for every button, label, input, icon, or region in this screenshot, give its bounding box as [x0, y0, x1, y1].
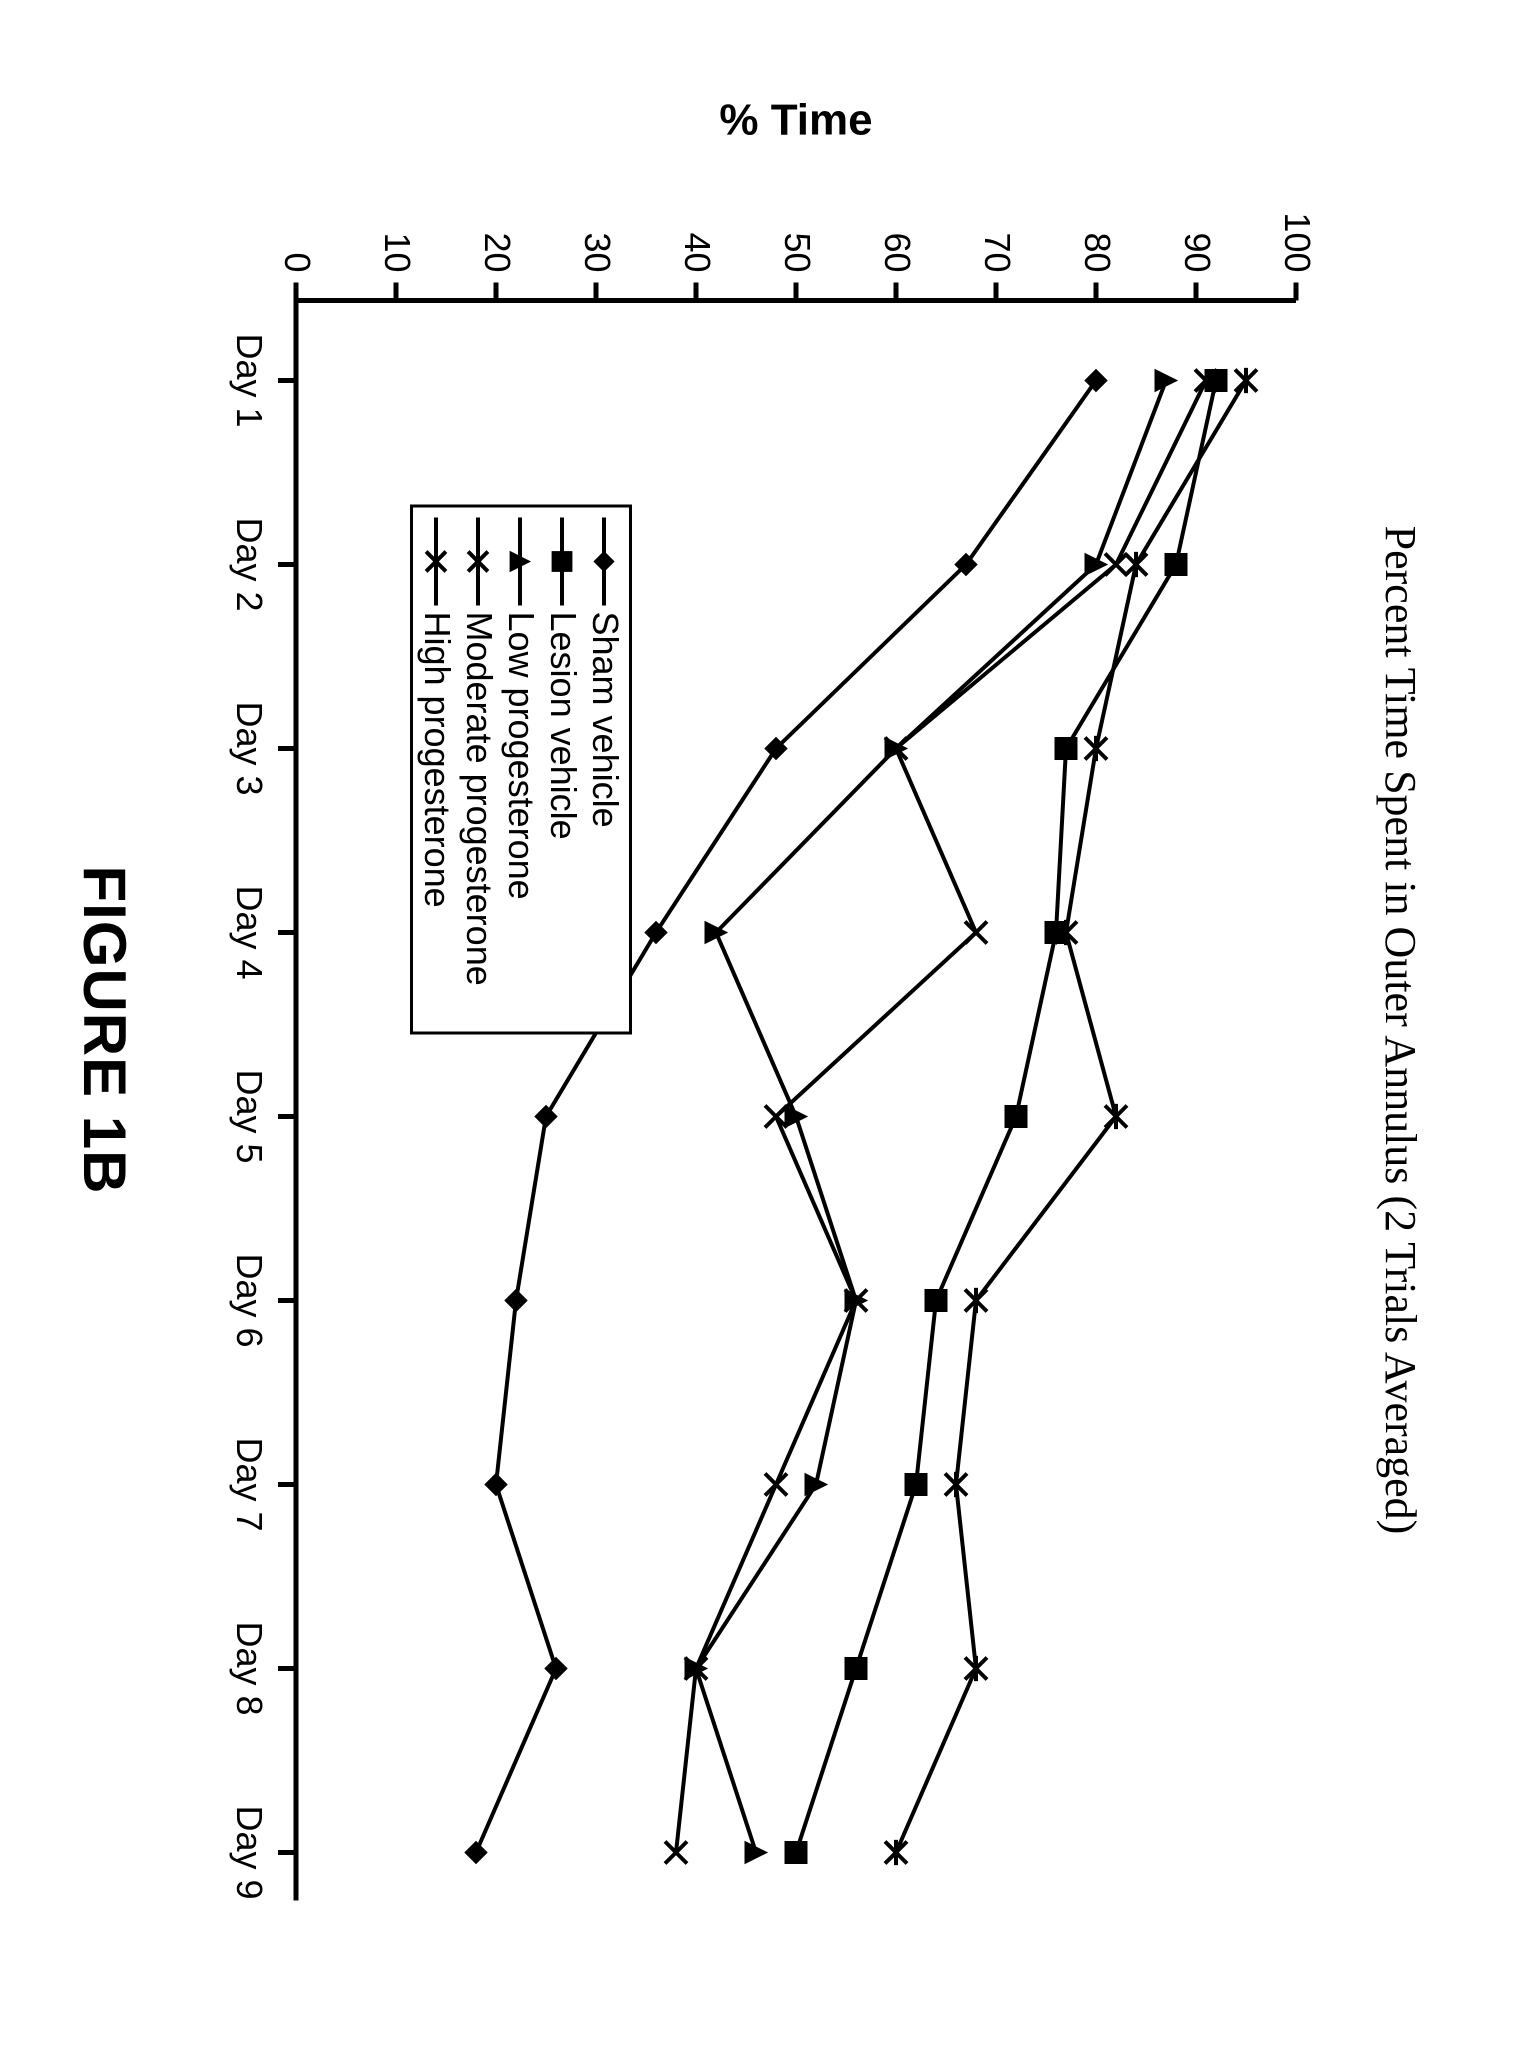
page: Percent Time Spent in Outer Annulus (2 T…	[0, 0, 1516, 2059]
y-tick-label: 70	[976, 192, 1018, 272]
legend-swatch	[459, 511, 499, 611]
legend-label: Sham vehicle	[584, 611, 626, 827]
legend-item: Low progesterone	[500, 511, 542, 1023]
rotated-container: Percent Time Spent in Outer Annulus (2 T…	[0, 0, 1516, 2059]
x-tick-label: Day 9	[228, 1772, 270, 1932]
legend-swatch	[543, 511, 583, 611]
x-tick-label: Day 7	[228, 1404, 270, 1564]
y-tick-label: 0	[276, 192, 318, 272]
x-tick-label: Day 3	[228, 668, 270, 828]
legend: Sham vehicleLesion vehicleLow progestero…	[410, 504, 632, 1034]
plot-svg	[236, 200, 1356, 2000]
legend-swatch	[417, 511, 457, 611]
y-tick-label: 30	[576, 192, 618, 272]
legend-item: Moderate progesterone	[458, 511, 500, 1023]
legend-label: Moderate progesterone	[458, 611, 500, 985]
x-tick-label: Day 8	[228, 1588, 270, 1748]
y-tick-label: 100	[1276, 192, 1318, 272]
legend-swatch	[585, 511, 625, 611]
chart-area: Percent Time Spent in Outer Annulus (2 T…	[0, 0, 1516, 2059]
x-tick-label: Day 2	[228, 484, 270, 644]
x-tick-label: Day 4	[228, 852, 270, 1012]
legend-item: Sham vehicle	[584, 511, 626, 1023]
legend-swatch	[501, 511, 541, 611]
y-tick-label: 40	[676, 192, 718, 272]
x-tick-label: Day 1	[228, 300, 270, 460]
y-tick-label: 60	[876, 192, 918, 272]
figure-label: FIGURE 1B	[70, 0, 139, 2059]
legend-label: Low progesterone	[500, 611, 542, 899]
legend-label: Lesion vehicle	[542, 611, 584, 839]
x-tick-label: Day 6	[228, 1220, 270, 1380]
chart-title: Percent Time Spent in Outer Annulus (2 T…	[1375, 0, 1426, 2059]
y-axis-label: % Time	[719, 95, 872, 145]
y-tick-label: 90	[1176, 192, 1218, 272]
y-tick-label: 50	[776, 192, 818, 272]
legend-item: High progesterone	[416, 511, 458, 1023]
x-tick-label: Day 5	[228, 1036, 270, 1196]
legend-item: Lesion vehicle	[542, 511, 584, 1023]
y-tick-label: 20	[476, 192, 518, 272]
y-tick-label: 80	[1076, 192, 1118, 272]
y-tick-label: 10	[376, 192, 418, 272]
legend-label: High progesterone	[416, 611, 458, 907]
